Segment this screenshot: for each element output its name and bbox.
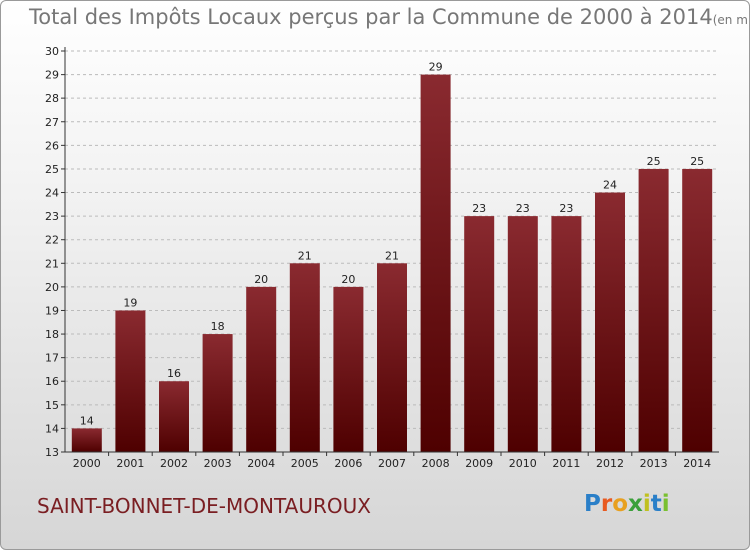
x-tick-label: 2001 xyxy=(116,457,144,470)
data-label: 20 xyxy=(254,273,268,286)
x-tick-label: 2003 xyxy=(204,457,232,470)
x-tick-label: 2009 xyxy=(465,457,493,470)
bar xyxy=(551,216,582,452)
x-tick-label: 2014 xyxy=(683,457,711,470)
logo-letter: P xyxy=(584,491,601,517)
logo-letter: r xyxy=(600,491,613,517)
x-tick-label: 2004 xyxy=(247,457,275,470)
bar xyxy=(159,381,189,452)
data-label: 18 xyxy=(211,320,225,333)
y-tick-label: 18 xyxy=(45,328,59,341)
bar xyxy=(289,263,320,452)
data-label: 14 xyxy=(80,414,94,427)
x-tick-label: 2010 xyxy=(509,457,537,470)
y-tick-labels: 13 14 15 16 17 18 19 20 21 22 23 24 25 26 27 28 29 30 xyxy=(45,45,65,459)
x-tick-label: 2011 xyxy=(552,457,580,470)
data-label: 23 xyxy=(472,202,486,215)
data-label: 20 xyxy=(341,273,355,286)
bar xyxy=(682,168,713,453)
y-tick-label: 27 xyxy=(45,116,59,129)
bar xyxy=(464,216,495,452)
y-tick-label: 24 xyxy=(45,187,59,200)
logo-letter: i xyxy=(661,491,670,517)
bar xyxy=(507,216,538,452)
bar xyxy=(246,286,277,452)
y-tick-label: 22 xyxy=(45,234,59,247)
bar xyxy=(71,428,102,452)
x-tick-label: 2002 xyxy=(160,457,188,470)
y-tick-label: 16 xyxy=(45,375,59,388)
y-tick-label: 28 xyxy=(45,92,59,105)
y-tick-label: 20 xyxy=(45,281,59,294)
x-tick-label: 2007 xyxy=(378,457,406,470)
y-tick-label: 14 xyxy=(45,422,59,435)
data-label: 25 xyxy=(690,155,704,168)
chart-title: Total des Impôts Locaux perçus par la Co… xyxy=(29,5,750,29)
y-tick-label: 30 xyxy=(45,45,59,58)
logo-letter: o xyxy=(612,491,629,517)
x-tick-label: 2008 xyxy=(422,457,450,470)
y-tick-label: 17 xyxy=(45,352,59,365)
x-tick-label: 2005 xyxy=(291,457,319,470)
y-tick-label: 21 xyxy=(45,257,59,270)
logo-letter: x xyxy=(628,491,643,517)
x-tick-label: 2012 xyxy=(596,457,624,470)
bar xyxy=(333,286,364,452)
x-tick-label: 2013 xyxy=(640,457,668,470)
y-tick-label: 29 xyxy=(45,69,59,82)
y-tick-label: 15 xyxy=(45,399,59,412)
data-label: 19 xyxy=(123,296,137,309)
bar xyxy=(202,334,233,452)
data-label: 23 xyxy=(516,202,530,215)
data-label: 25 xyxy=(647,155,661,168)
proxiti-logo[interactable]: Proxiti xyxy=(584,491,670,517)
y-tick-label: 26 xyxy=(45,139,59,152)
logo-letter: i xyxy=(642,491,651,517)
bar xyxy=(595,192,625,452)
x-tick-label: 2006 xyxy=(334,457,362,470)
y-tick-label: 13 xyxy=(45,446,59,459)
bar xyxy=(420,74,451,453)
bar xyxy=(638,168,669,453)
data-label: 21 xyxy=(298,249,312,262)
title-main: Total des Impôts Locaux perçus par la Co… xyxy=(29,5,713,29)
bar xyxy=(115,310,146,452)
x-tick-label: 2000 xyxy=(73,457,101,470)
title-unit: (en milliers d'€) xyxy=(712,13,750,27)
data-label: 23 xyxy=(559,202,573,215)
data-label: 16 xyxy=(167,367,181,380)
data-label: 29 xyxy=(429,61,443,74)
y-tick-label: 23 xyxy=(45,210,59,223)
commune-name: SAINT-BONNET-DE-MONTAUROUX xyxy=(37,494,371,518)
y-tick-label: 19 xyxy=(45,304,59,317)
x-tick-labels: 2000 2001 2002 2003 2004 2005 2006 2007 2008 2009… xyxy=(73,452,711,470)
data-label: 21 xyxy=(385,249,399,262)
bars xyxy=(71,74,713,453)
data-labels: 14 19 16 18 20 21 20 21 29 23 23 23 24 25 25 xyxy=(80,61,704,428)
axes xyxy=(64,47,719,453)
data-label: 24 xyxy=(603,179,617,192)
bar xyxy=(377,263,407,452)
logo-letter: t xyxy=(650,491,662,517)
y-tick-label: 25 xyxy=(45,163,59,176)
